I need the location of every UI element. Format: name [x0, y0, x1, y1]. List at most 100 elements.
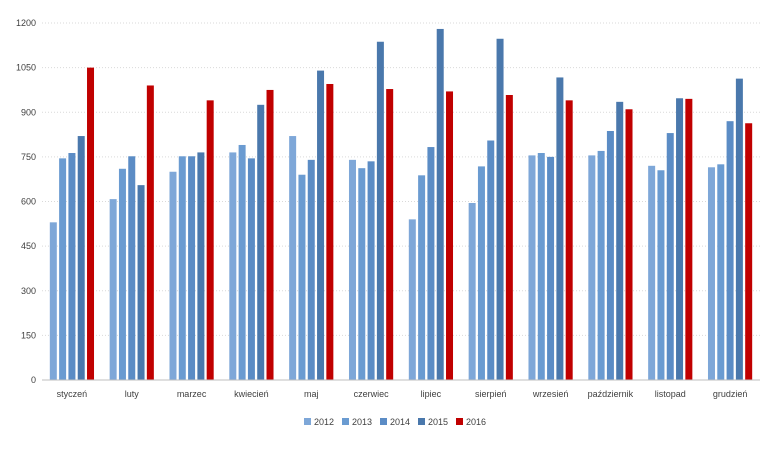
x-category-label: marzec — [177, 389, 207, 399]
legend-item-2016: 2016 — [456, 417, 486, 427]
bar-2016-0 — [87, 67, 95, 380]
bar-2012-10 — [648, 165, 656, 380]
x-category-label: luty — [125, 389, 140, 399]
bar-2014-6 — [427, 147, 435, 380]
bar-2012-7 — [468, 202, 476, 380]
bar-2012-5 — [348, 159, 356, 380]
bar-2014-1 — [128, 156, 136, 380]
bar-2015-10 — [676, 98, 684, 380]
bar-2016-8 — [565, 100, 573, 380]
legend-label: 2014 — [390, 417, 410, 427]
bar-2013-8 — [537, 153, 545, 380]
bar-2013-9 — [597, 150, 605, 380]
legend-label: 2012 — [314, 417, 334, 427]
bar-2016-6 — [446, 91, 454, 381]
x-category-label: listopad — [655, 389, 686, 399]
bars — [49, 28, 753, 381]
y-tick-label: 1050 — [16, 63, 36, 73]
legend-swatch — [456, 418, 463, 425]
legend: 2012 2013 2014 2015 2016 — [304, 417, 486, 427]
bar-2015-0 — [77, 136, 85, 380]
legend-swatch — [304, 418, 311, 425]
bar-2013-2 — [178, 156, 186, 380]
x-category-label: czerwiec — [354, 389, 390, 399]
bar-2016-5 — [386, 89, 394, 381]
bar-2014-0 — [68, 153, 76, 380]
bar-2013-3 — [238, 144, 246, 380]
bar-2016-9 — [625, 109, 633, 381]
bar-2015-2 — [197, 152, 205, 380]
bar-2014-9 — [606, 130, 614, 380]
bar-2013-1 — [118, 168, 126, 380]
bar-2014-8 — [547, 156, 555, 380]
y-axis-ticks: 0 150 300 450 600 750 900 1050 1200 — [16, 18, 36, 385]
bar-2015-6 — [436, 28, 444, 380]
bar-2014-3 — [247, 158, 255, 380]
bar-2012-4 — [289, 136, 297, 380]
y-tick-label: 600 — [21, 197, 36, 207]
bar-2012-3 — [229, 152, 237, 380]
bar-2014-5 — [367, 161, 375, 380]
bar-2015-5 — [376, 41, 384, 381]
y-tick-label: 150 — [21, 330, 36, 340]
bar-2012-9 — [588, 155, 596, 380]
bar-2015-4 — [317, 70, 325, 380]
bar-2012-8 — [528, 155, 536, 380]
bar-2016-1 — [146, 85, 154, 380]
bar-2016-4 — [326, 83, 334, 381]
bar-2015-7 — [496, 38, 504, 381]
x-category-label: lipiec — [421, 389, 442, 399]
x-category-label: maj — [304, 389, 319, 399]
bar-2015-9 — [616, 101, 624, 381]
legend-label: 2015 — [428, 417, 448, 427]
bar-2013-4 — [298, 174, 306, 380]
bar-2012-0 — [49, 222, 57, 380]
x-category-label: styczeń — [57, 389, 88, 399]
legend-label: 2013 — [352, 417, 372, 427]
x-category-label: wrzesień — [532, 389, 569, 399]
bar-2015-8 — [556, 77, 564, 380]
bar-2013-11 — [717, 164, 725, 380]
bar-2012-2 — [169, 171, 177, 380]
bar-2014-7 — [487, 140, 495, 380]
x-category-label: październik — [588, 389, 634, 399]
bar-2016-2 — [206, 100, 214, 380]
y-tick-label: 450 — [21, 241, 36, 251]
legend-swatch — [380, 418, 387, 425]
bar-2014-11 — [726, 121, 734, 381]
legend-swatch — [418, 418, 425, 425]
y-tick-label: 750 — [21, 152, 36, 162]
legend-swatch — [342, 418, 349, 425]
bar-2014-2 — [188, 156, 196, 380]
bar-2013-10 — [657, 170, 665, 380]
x-category-label: kwiecień — [234, 389, 269, 399]
bar-2016-10 — [685, 98, 693, 381]
bar-2012-11 — [707, 167, 715, 380]
legend-item-2013: 2013 — [342, 417, 372, 427]
bar-2014-4 — [307, 159, 315, 380]
bar-2013-7 — [477, 166, 485, 380]
y-tick-label: 900 — [21, 107, 36, 117]
bar-2012-6 — [408, 219, 416, 380]
y-tick-label: 300 — [21, 286, 36, 296]
bar-2012-1 — [109, 199, 117, 380]
bar-2016-7 — [505, 94, 513, 381]
x-category-label: sierpień — [475, 389, 507, 399]
bar-2016-3 — [266, 89, 274, 380]
legend-item-2012: 2012 — [304, 417, 334, 427]
x-axis-categories: styczeń luty marzec kwiecień maj czerwiec lipi… — [57, 389, 748, 399]
bar-2015-3 — [257, 104, 265, 380]
bar-2015-11 — [735, 78, 743, 380]
legend-item-2015: 2015 — [418, 417, 448, 427]
bar-2015-1 — [137, 185, 145, 380]
bar-2016-11 — [745, 123, 753, 380]
bar-2013-0 — [59, 158, 67, 380]
y-tick-label: 1200 — [16, 18, 36, 28]
y-tick-label: 0 — [31, 375, 36, 385]
legend-item-2014: 2014 — [380, 417, 410, 427]
bar-2014-10 — [666, 133, 674, 380]
bar-2013-6 — [418, 175, 426, 380]
bar-2013-5 — [358, 168, 366, 380]
